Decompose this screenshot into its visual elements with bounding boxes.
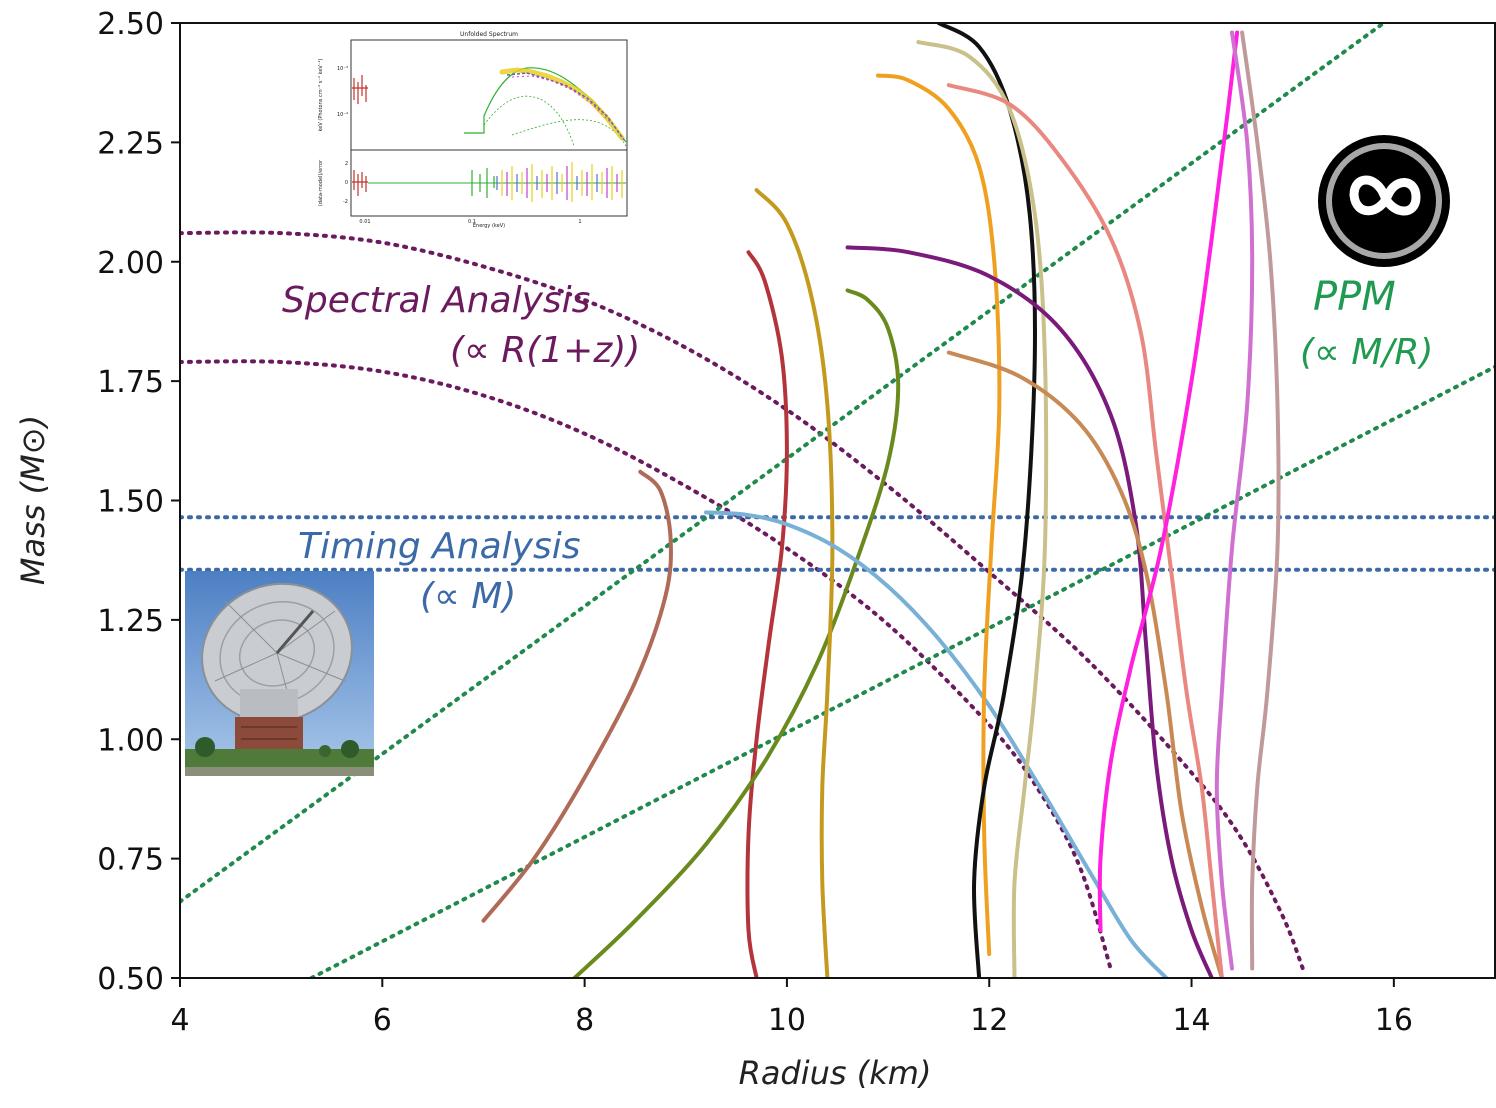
radio-telescope-image	[185, 571, 374, 776]
eos-curve-9	[946, 350, 1224, 978]
y-tick-label-0: 0.50	[97, 962, 164, 997]
inset-ylabel-bottom: (data-model)/error	[318, 159, 324, 206]
eos-curve-2	[572, 288, 901, 978]
eos-curve-8	[845, 245, 1214, 978]
y-tick-label-4: 1.50	[97, 485, 164, 520]
x-tick-label-4: 12	[970, 1003, 1008, 1038]
x-axis-label: Radius (km)	[739, 1054, 932, 1092]
inset-residual-scatter	[471, 162, 623, 202]
x-tick-label-5: 14	[1172, 1003, 1210, 1038]
x-tick-label-2: 8	[575, 1003, 594, 1038]
inset-xtick-3: 1	[578, 219, 581, 225]
y-tick-label-5: 1.75	[97, 365, 164, 400]
inset-yellow-data	[499, 67, 625, 141]
constraint-curves	[180, 23, 1495, 978]
ppm-label: PPM	[1313, 274, 1396, 320]
eos-curve-11	[1097, 30, 1240, 933]
x-tick-label-1: 6	[373, 1003, 392, 1038]
inset-xtick-2: 0.1	[468, 219, 476, 225]
x-tick-label-3: 10	[768, 1003, 806, 1038]
timing-analysis-label: Timing Analysis	[298, 526, 581, 567]
x-ticks: 4 6 8 10 12 14 16	[170, 978, 1413, 1038]
y-tick-label-7: 2.25	[97, 126, 164, 161]
eos-curve-0	[481, 469, 673, 923]
inset-red-data	[352, 75, 368, 196]
spectral-constraint-curve-0	[180, 230, 1305, 971]
eos-curve-10	[946, 83, 1224, 978]
inset-magenta-data	[511, 75, 613, 125]
inset-component-1	[483, 95, 575, 147]
eos-curve-3	[754, 188, 835, 978]
inset-ytick-bottom-2: 0	[345, 180, 348, 186]
x-tick-label-6: 16	[1375, 1003, 1413, 1038]
y-tick-label-2: 1.00	[97, 723, 164, 758]
inset-frame	[350, 39, 628, 217]
inset-ytick-bottom-1: 2	[345, 161, 348, 167]
inset-spectrum-plot: Unfolded Spectrum keV (Photons cm⁻² s⁻¹ …	[312, 30, 634, 230]
y-tick-label-1: 0.75	[97, 843, 164, 878]
timing-analysis-prop: (∝ M)	[420, 576, 516, 617]
y-axis-label: Mass (M⊙)	[14, 415, 52, 585]
spectral-constraint-curve-1	[180, 359, 1113, 971]
inset-ylabel-top: keV (Photons cm⁻² s⁻¹ keV⁻¹)	[318, 59, 324, 132]
inset-ytick-top-2: 10⁻⁴	[337, 112, 348, 118]
spectral-analysis-prop: (∝ R(1+z))	[450, 330, 640, 371]
spectral-analysis-label: Spectral Analysis	[282, 280, 590, 321]
eos-curves	[481, 23, 1281, 978]
ppm-constraint-curve-5	[309, 364, 1495, 978]
eos-curve-12	[1214, 30, 1255, 971]
y-tick-label-8: 2.50	[97, 7, 164, 42]
inset-ytick-bottom-3: -2	[343, 199, 348, 205]
inset-blue-data	[506, 72, 625, 141]
y-ticks: 0.50 0.75 1.00 1.25 1.50 1.75 2.00 2.25 2.50	[97, 7, 180, 997]
eos-curve-13	[1240, 30, 1281, 971]
x-tick-label-0: 4	[170, 1003, 189, 1038]
ppm-constraint-curve-4	[180, 23, 1386, 904]
inset-xtick-1: 0.01	[359, 219, 370, 225]
ppm-logo	[1318, 135, 1450, 267]
y-tick-label-6: 2.00	[97, 246, 164, 281]
ppm-prop: (∝ M/R)	[1300, 332, 1433, 373]
inset-ytick-top-1: 10⁻³	[337, 66, 348, 72]
y-tick-label-3: 1.25	[97, 604, 164, 639]
inset-xlabel: Energy (keV)	[473, 223, 505, 229]
inset-title: Unfolded Spectrum	[460, 31, 518, 38]
eos-curve-1	[745, 250, 789, 978]
